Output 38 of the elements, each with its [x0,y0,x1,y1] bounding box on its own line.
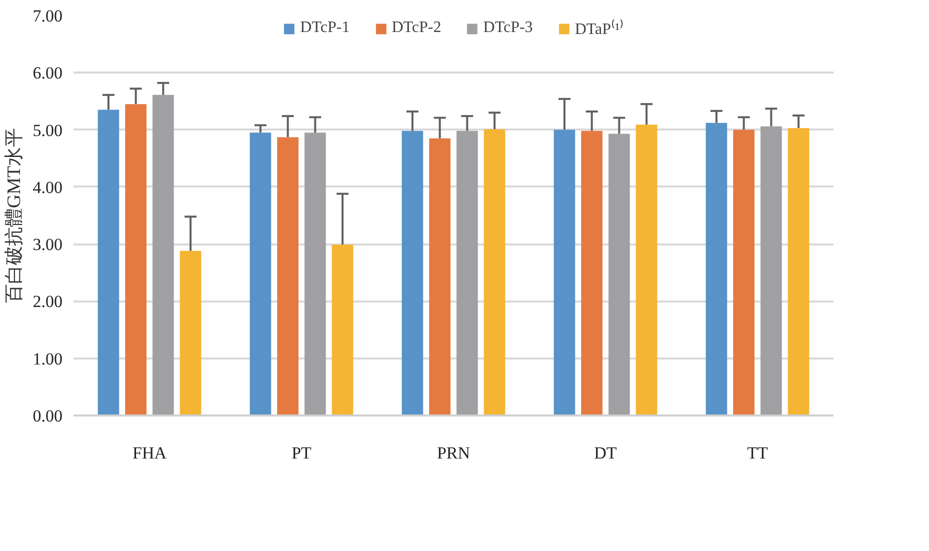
x-tick-label: DT [594,444,618,462]
y-tick-label: 4.00 [32,178,62,197]
bar [554,130,576,416]
x-tick-label: PT [292,444,312,462]
y-tick-label: 5.00 [32,120,62,140]
legend-label: DTcP-2 [392,19,442,37]
legend-label: DTaP⁽¹⁾ [574,18,624,39]
bar [125,104,146,416]
bar [706,122,728,416]
bar [760,126,782,416]
y-tick-label: 3.00 [32,235,62,254]
y-tick-label: 2.00 [32,292,62,312]
bar [484,129,506,416]
bar [180,250,202,416]
y-axis-title: 百白破抗體GMT水平 [4,128,25,304]
y-tick-label: 6.00 [32,64,62,83]
legend-label: DTcP-1 [300,19,350,37]
bar [429,138,450,416]
y-tick-label: 1.00 [32,349,62,368]
x-tick-label: FHA [132,444,168,462]
bar [98,110,120,416]
bar [608,134,630,416]
bar [581,130,602,416]
bar [733,130,754,416]
bar [152,94,174,416]
bar [636,124,658,416]
bar [402,130,424,416]
bar [277,137,298,416]
bar [250,132,272,416]
y-tick-label: 0.00 [32,406,62,426]
bar [332,244,354,416]
x-tick-label: TT [747,444,768,462]
y-tick-label: 7.00 [32,6,62,26]
bar [304,132,326,416]
bar [788,128,810,416]
x-tick-label: PRN [436,444,470,462]
legend-label: DTcP-3 [483,19,533,37]
bar [456,130,478,416]
